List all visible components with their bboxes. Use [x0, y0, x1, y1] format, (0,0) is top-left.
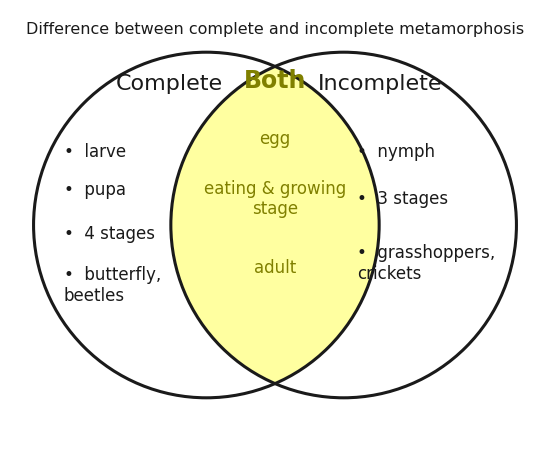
Text: •  3 stages: • 3 stages [357, 190, 448, 208]
Text: Both: Both [244, 69, 306, 94]
Text: Complete: Complete [116, 74, 223, 94]
Text: •  nymph: • nymph [357, 143, 435, 161]
Text: •  pupa: • pupa [64, 181, 126, 199]
Text: egg: egg [260, 130, 290, 148]
Text: •  grasshoppers,
crickets: • grasshoppers, crickets [357, 244, 495, 284]
Text: •  4 stages: • 4 stages [64, 225, 155, 243]
Text: eating & growing
stage: eating & growing stage [204, 180, 346, 219]
Polygon shape [171, 67, 379, 383]
Text: •  butterfly,
beetles: • butterfly, beetles [64, 266, 161, 305]
Text: Difference between complete and incomplete metamorphosis: Difference between complete and incomple… [26, 22, 524, 37]
Text: Incomplete: Incomplete [318, 74, 443, 94]
Text: adult: adult [254, 259, 296, 277]
Text: •  larve: • larve [64, 143, 126, 161]
